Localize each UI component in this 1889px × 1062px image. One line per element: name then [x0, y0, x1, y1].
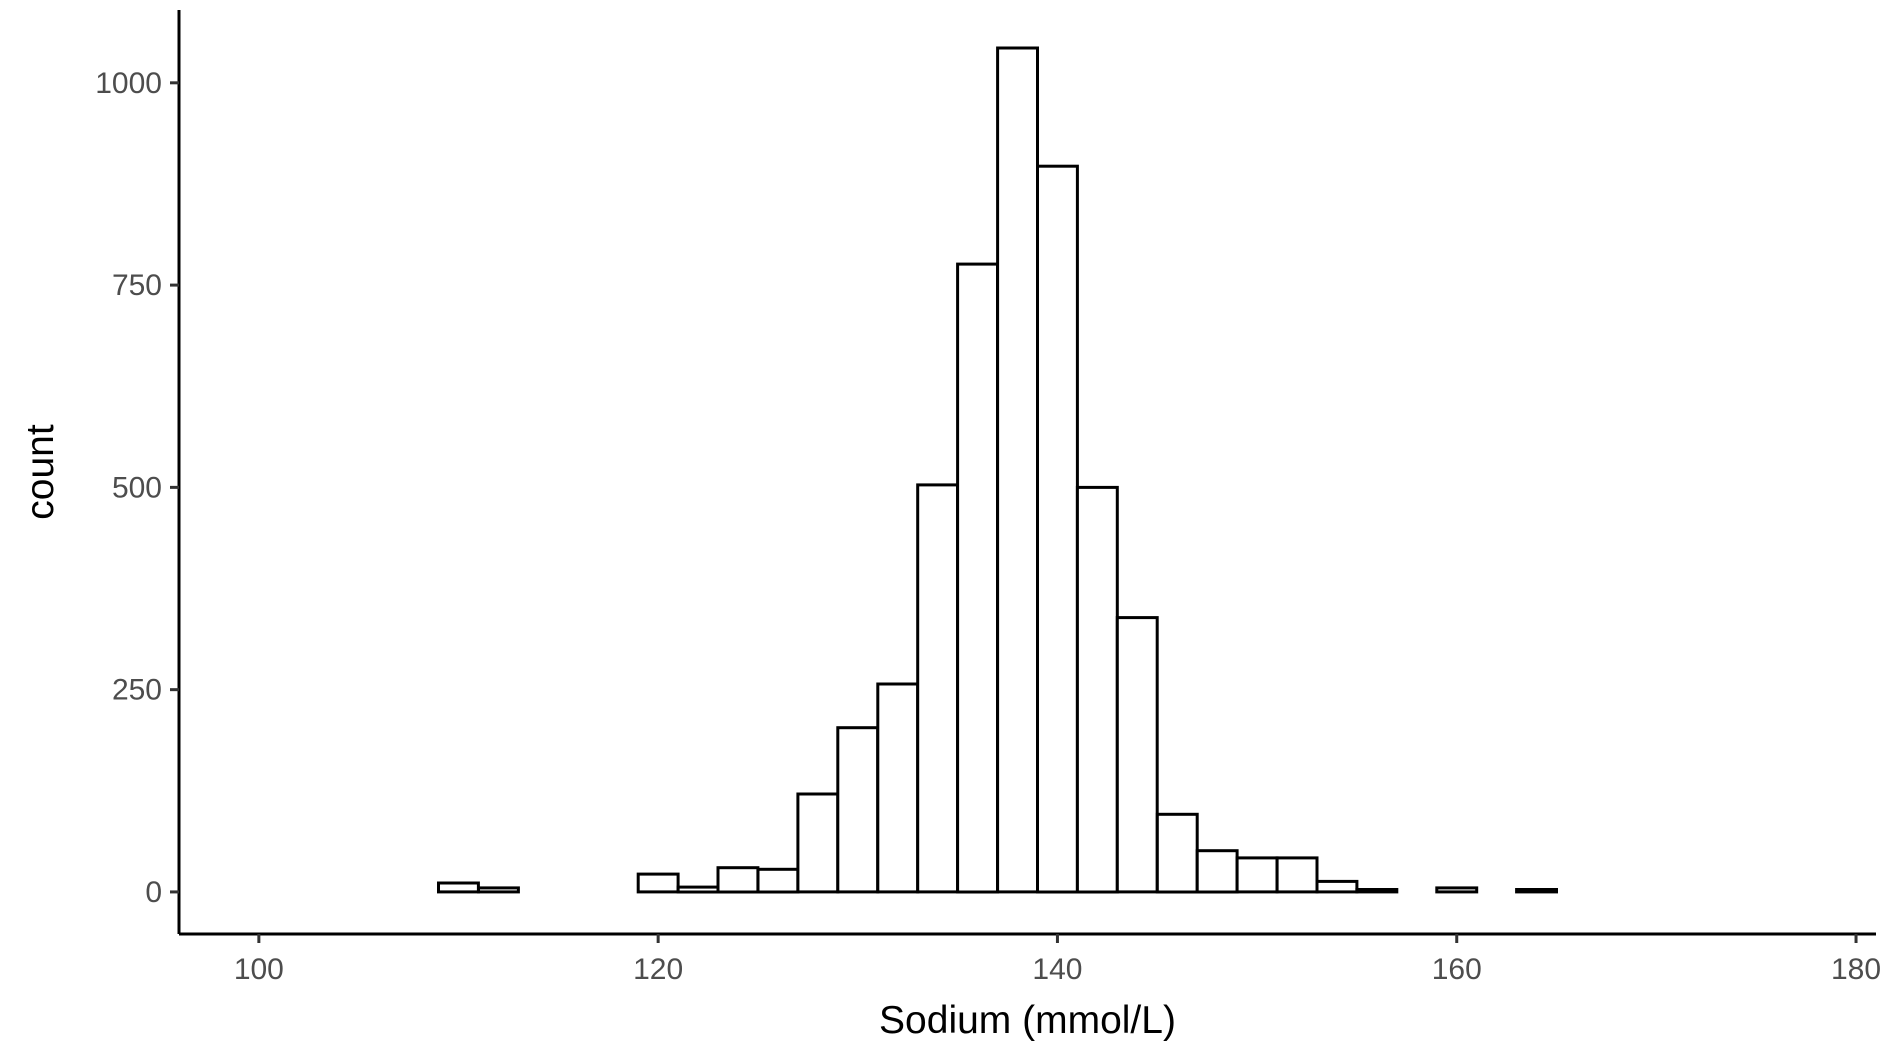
histogram-bar [876, 682, 920, 894]
x-tick-label: 100 [234, 953, 284, 986]
histogram-bar [756, 867, 800, 894]
y-tick-label: 1000 [95, 67, 162, 100]
histogram-bar [1315, 879, 1359, 894]
histogram-bar [916, 483, 960, 894]
histogram-bars [437, 46, 1558, 894]
y-tick-label: 250 [112, 674, 162, 707]
histogram-bar [1195, 849, 1239, 894]
y-axis-ticks: 0 250 500 750 1000 [95, 67, 179, 909]
histogram-bar [437, 881, 480, 894]
histogram-bar [676, 885, 720, 894]
histogram-bar [1435, 886, 1479, 894]
x-tick-label: 180 [1831, 953, 1881, 986]
histogram-bar [996, 46, 1039, 894]
histogram-bar [956, 262, 999, 894]
histogram-bar [716, 866, 760, 894]
y-tick-label: 500 [112, 471, 162, 504]
x-axis-ticks: 100 120 140 160 180 [234, 934, 1881, 986]
y-axis-title: count [19, 424, 62, 520]
histogram-bar [1075, 485, 1119, 894]
x-tick-label: 120 [633, 953, 683, 986]
histogram-bar [1115, 616, 1159, 894]
x-axis-title: Sodium (mmol/L) [879, 999, 1176, 1042]
histogram-bar [836, 726, 880, 894]
histogram-bar [477, 886, 520, 894]
histogram-bar [1036, 164, 1079, 894]
y-tick-label: 0 [145, 876, 162, 909]
y-tick-label: 750 [112, 269, 162, 302]
histogram-bar [796, 792, 840, 894]
histogram-bar [1515, 888, 1558, 894]
histogram-bar [1235, 856, 1279, 894]
histogram-bar [1355, 888, 1399, 894]
histogram-bar [636, 872, 680, 894]
x-tick-label: 140 [1032, 953, 1082, 986]
histogram-bar [1275, 856, 1319, 894]
histogram-bar [1155, 812, 1199, 894]
x-tick-label: 160 [1432, 953, 1482, 986]
